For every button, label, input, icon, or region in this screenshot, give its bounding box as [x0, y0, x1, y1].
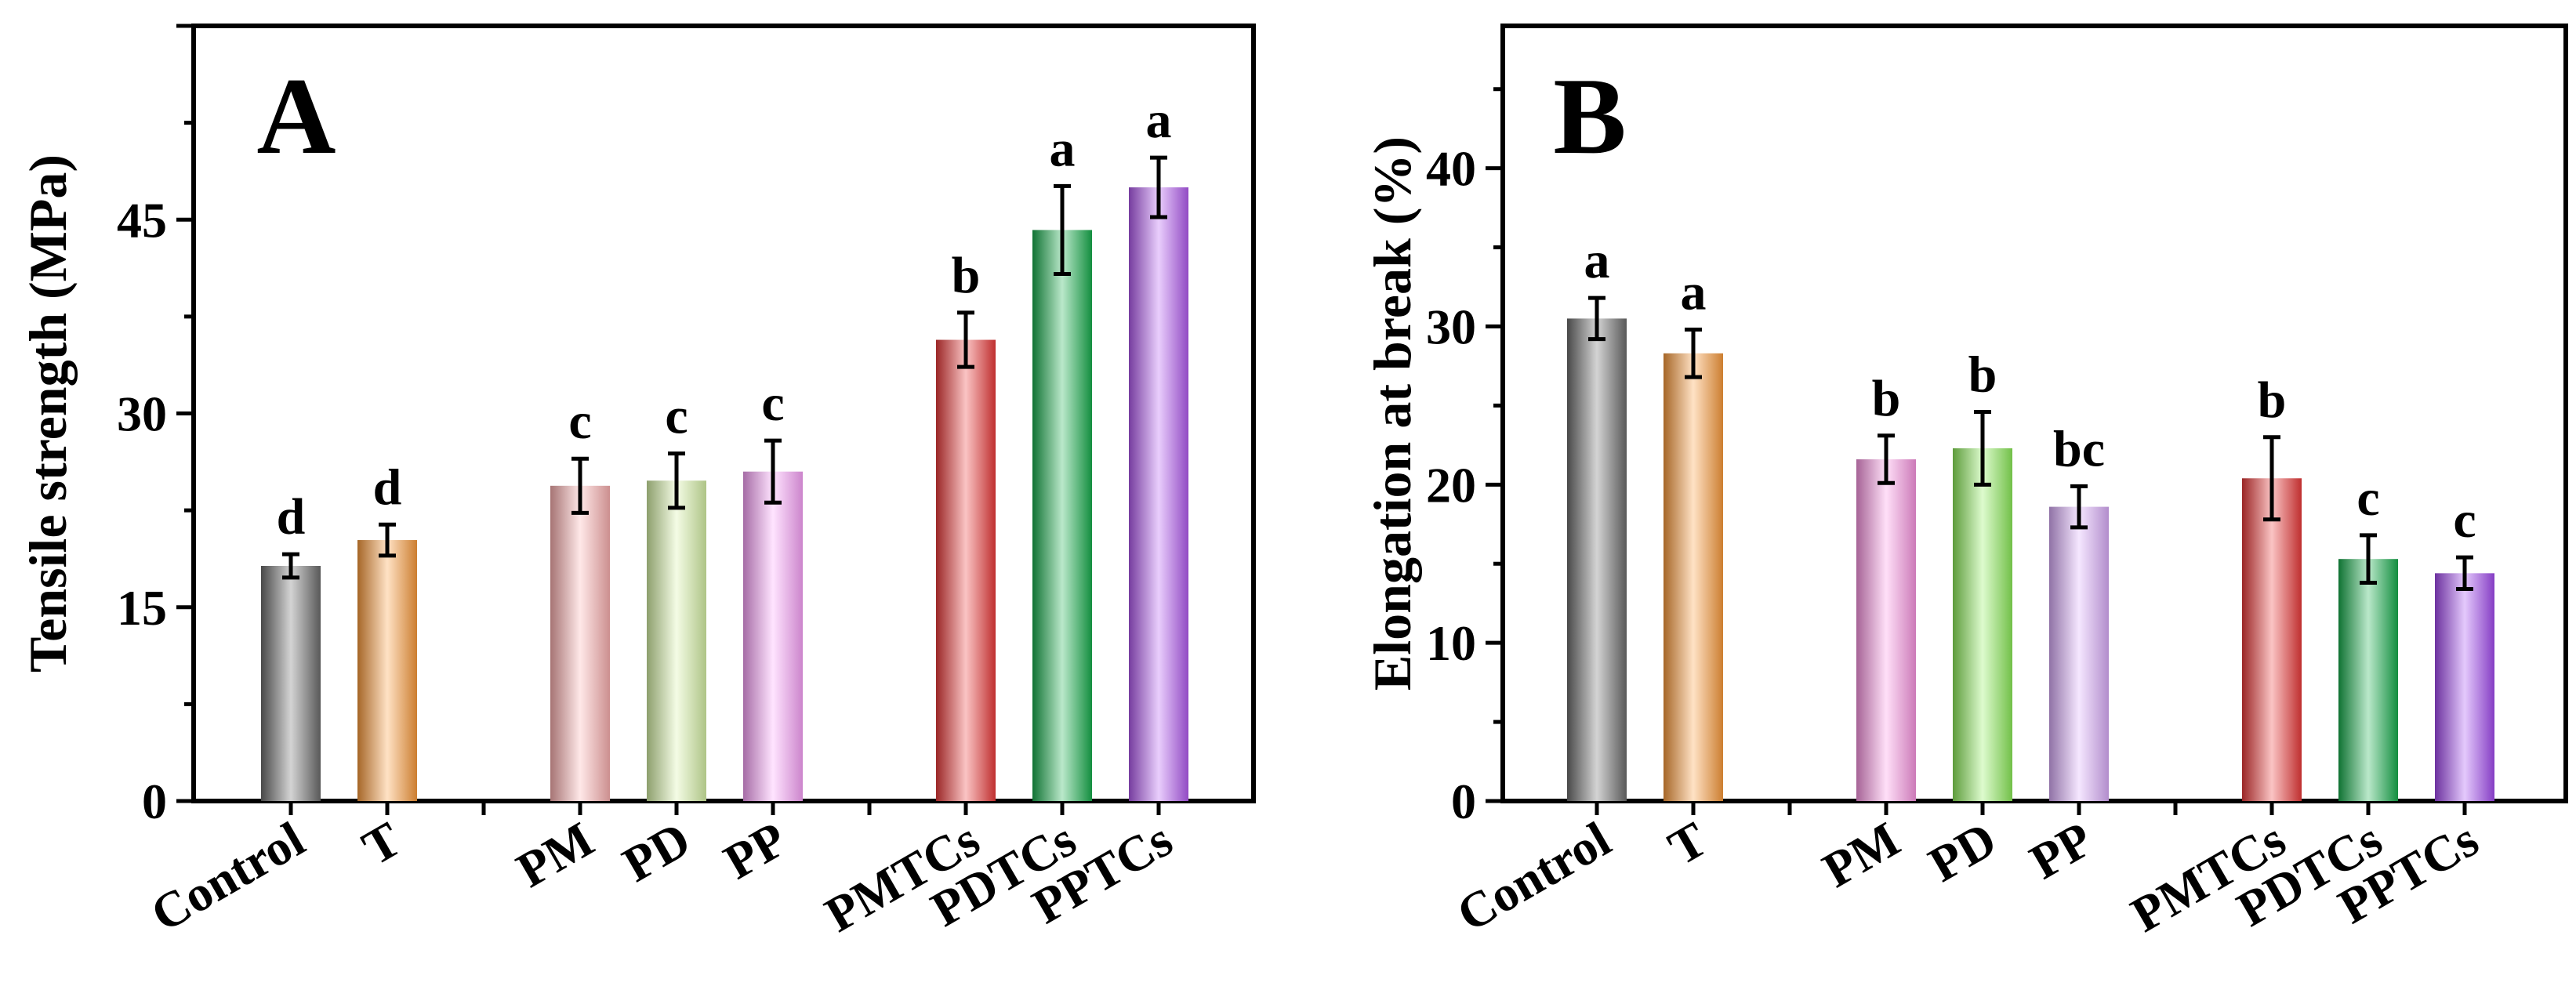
- category-label: PD: [1920, 811, 2005, 893]
- significance-letter: d: [373, 459, 402, 516]
- plot-frame: [1500, 24, 2568, 803]
- category-label: T: [354, 811, 410, 876]
- category-label: PP: [2021, 811, 2102, 890]
- bar-pd: [1953, 448, 2012, 801]
- y-tick-label: 10: [1426, 615, 1476, 671]
- significance-letter: c: [2356, 469, 2379, 527]
- bar-pp: [743, 471, 803, 801]
- significance-letter: a: [1146, 92, 1172, 149]
- y-tick-label: 0: [142, 774, 167, 829]
- bar-pdtcs: [2338, 559, 2398, 801]
- category-label: PD: [614, 811, 699, 893]
- bar-pdtcs: [1032, 230, 1092, 802]
- bar-control: [1567, 318, 1627, 801]
- bar-pmtcs: [936, 339, 996, 801]
- significance-letter: b: [1968, 346, 1997, 403]
- y-tick-label: 15: [117, 580, 167, 636]
- y-tick-label: 40: [1426, 141, 1476, 197]
- bar-pptcs: [1129, 187, 1188, 801]
- significance-letter: a: [1681, 264, 1707, 321]
- category-label: T: [1660, 811, 1716, 876]
- panel-letter: B: [1553, 56, 1626, 177]
- y-tick-label: 45: [117, 192, 167, 248]
- significance-letter: a: [1050, 120, 1076, 177]
- category-label: PM: [1813, 811, 1909, 898]
- bar-pptcs: [2435, 573, 2494, 801]
- significance-letter: c: [665, 388, 688, 445]
- significance-letter: b: [1872, 370, 1901, 427]
- bar-t: [1664, 353, 1723, 802]
- bar-pm: [550, 485, 610, 801]
- y-axis-title: Elongation at break (%): [1362, 136, 1422, 691]
- y-axis-title: Tensile strength (MPa): [18, 154, 78, 672]
- significance-letter: a: [1584, 232, 1610, 289]
- plot-frame: [191, 24, 1256, 803]
- bar-pm: [1856, 459, 1916, 801]
- y-tick-label: 20: [1426, 457, 1476, 513]
- significance-letter: b: [2258, 372, 2287, 429]
- bar-control: [261, 566, 321, 801]
- bar-pp: [2049, 506, 2109, 801]
- significance-letter: c: [568, 393, 591, 450]
- significance-letter: c: [761, 375, 784, 432]
- y-tick-label: 30: [117, 386, 167, 442]
- panel-a-chart: 0 15 30 45 Tensile strength (MPa) Ad Control d T…: [18, 24, 1256, 943]
- bar-pd: [647, 480, 706, 801]
- category-label: Control: [142, 811, 314, 943]
- significance-letter: d: [277, 488, 306, 546]
- significance-letter: b: [952, 247, 981, 304]
- y-tick-label: 0: [1451, 774, 1476, 829]
- significance-letter: c: [2453, 491, 2476, 549]
- y-tick-label: 30: [1426, 299, 1476, 354]
- bar-t: [357, 540, 417, 801]
- category-label: PP: [715, 811, 796, 890]
- category-label: PM: [507, 811, 603, 898]
- significance-letter: bc: [2053, 420, 2105, 477]
- category-label: Control: [1448, 811, 1620, 943]
- bar-pmtcs: [2242, 478, 2302, 801]
- panel-letter: A: [256, 56, 336, 177]
